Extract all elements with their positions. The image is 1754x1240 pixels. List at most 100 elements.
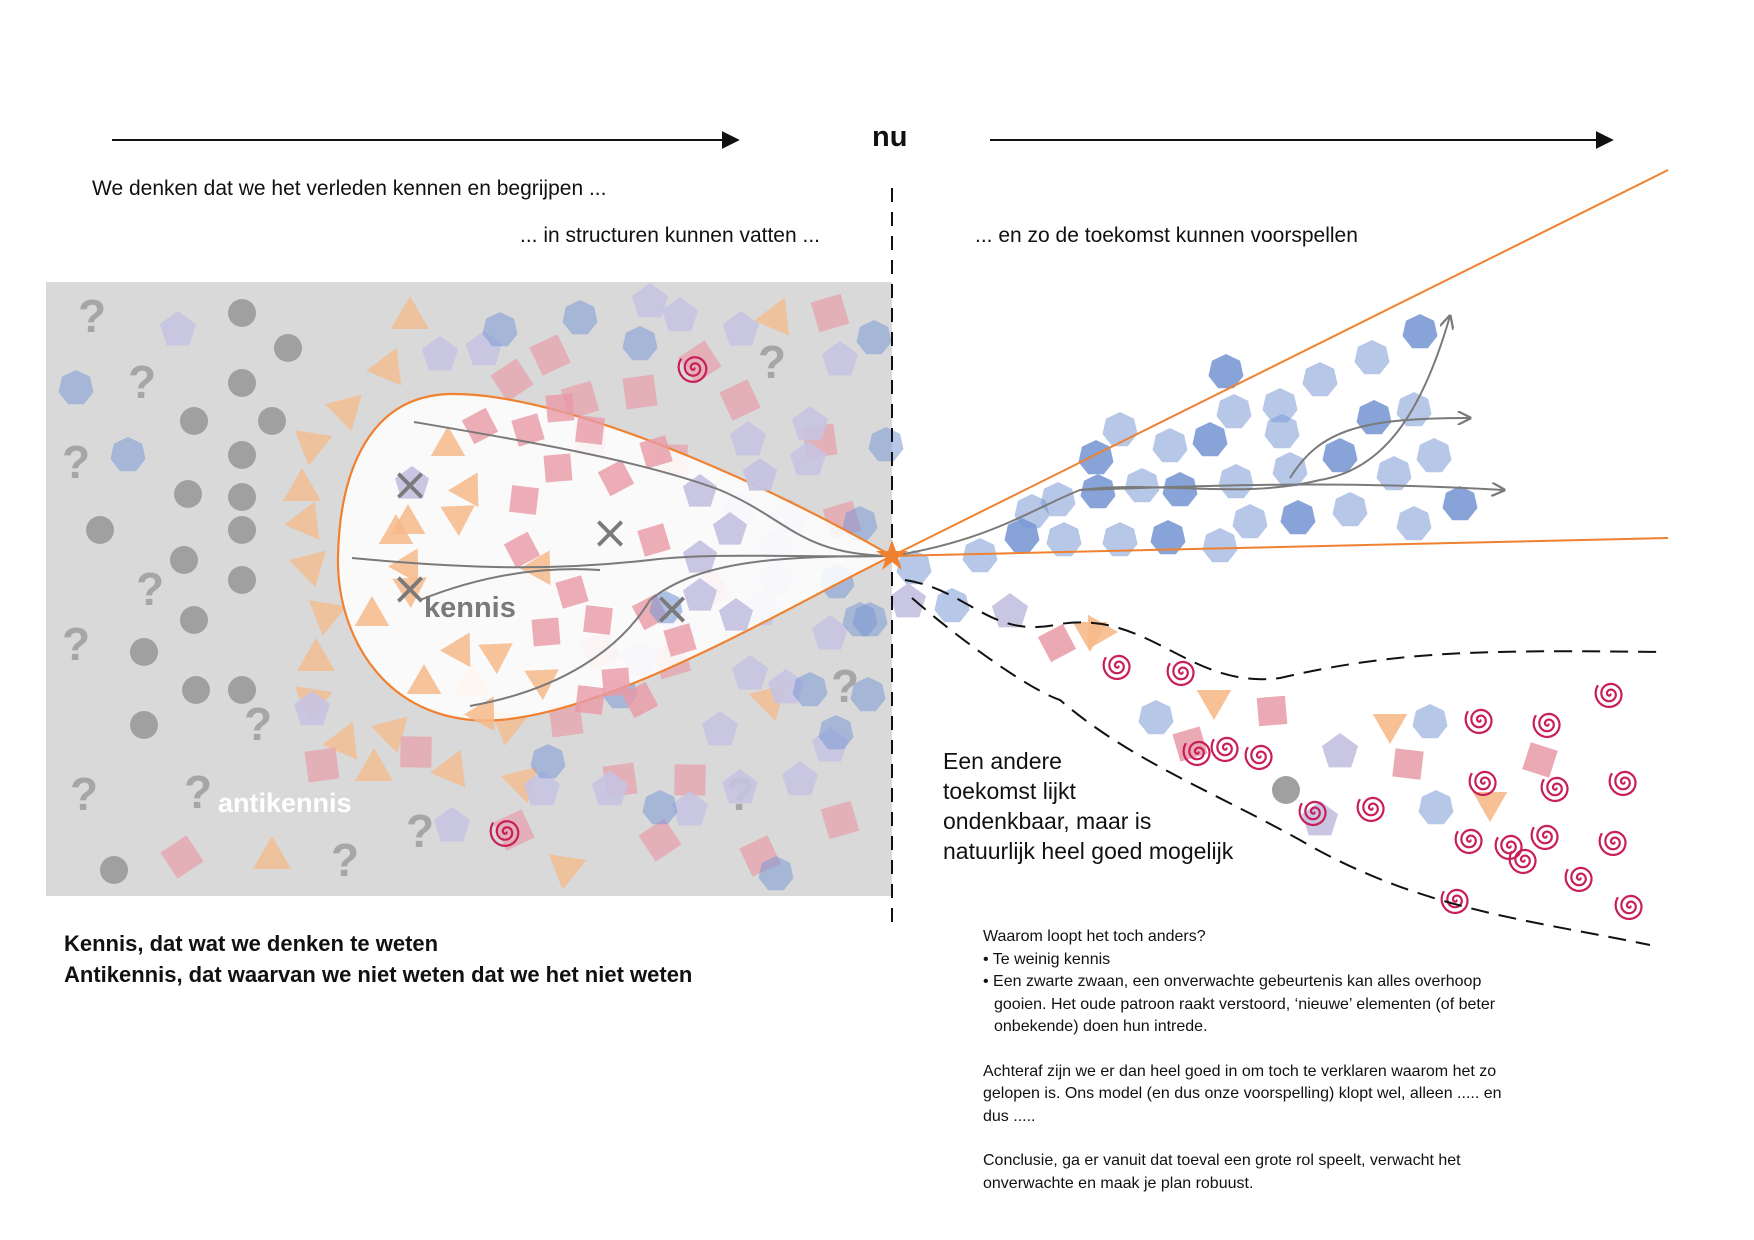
- gray-dot: [130, 638, 158, 666]
- heptagon-shape: [1046, 522, 1082, 557]
- spiral-icon: [1440, 888, 1469, 915]
- cross-icon: ×: [653, 581, 692, 635]
- heptagon-shape: [649, 591, 683, 624]
- question-mark-icon: ?: [128, 356, 156, 408]
- heptagon-shape: [1218, 464, 1254, 499]
- gray-dot: [228, 566, 256, 594]
- square-shape: [621, 681, 659, 719]
- gray-dot: [130, 711, 158, 739]
- pentagon-shape: [671, 791, 709, 826]
- notes-question: Waarom loopt het toch anders?: [983, 928, 1206, 945]
- square-shape: [1392, 748, 1424, 780]
- pentagon-shape: [718, 598, 754, 631]
- square-shape: [555, 575, 589, 609]
- triangle-shape: [354, 748, 394, 781]
- spiral-icon: [1614, 894, 1643, 921]
- notes-block: Waarom loopt het toch anders? • Te weini…: [983, 926, 1573, 1195]
- pentagon-shape: [159, 311, 197, 346]
- pentagon-shape: [682, 578, 718, 611]
- square-shape: [548, 702, 584, 738]
- triangle-shape: [1088, 614, 1118, 650]
- square-shape: [545, 393, 575, 423]
- square-shape: [601, 667, 631, 697]
- spiral-icon: [1530, 824, 1559, 851]
- heptagon-shape: [758, 856, 794, 891]
- cross-icon: ×: [391, 457, 430, 511]
- question-mark-icon: ?: [758, 336, 786, 388]
- pentagon-shape: [811, 615, 849, 650]
- heptagon-shape: [1264, 414, 1300, 449]
- heptagon-shape: [1354, 340, 1390, 375]
- heptagon-shape: [792, 672, 828, 707]
- triangle-shape: [464, 696, 495, 732]
- triangle-shape: [390, 504, 426, 534]
- heptagon-shape: [110, 437, 146, 472]
- cross-icon: ×: [391, 561, 430, 615]
- heptagon-shape: [1232, 504, 1268, 539]
- spiral-icon: [1494, 834, 1523, 861]
- triangle-shape: [406, 664, 442, 694]
- heptagon-shape: [1262, 388, 1298, 423]
- spiral-icon: [1298, 800, 1327, 827]
- spiral-icon: [1540, 776, 1569, 803]
- pentagon-shape: [721, 769, 759, 804]
- alt-line: ondenkbaar, maar is: [943, 808, 1152, 834]
- pentagon-shape: [421, 336, 459, 371]
- question-mark-icon: ?: [244, 698, 272, 750]
- question-mark-icon: ?: [62, 618, 90, 670]
- square-shape: [543, 453, 573, 483]
- heptagon-shape: [1396, 506, 1432, 541]
- spiral-icon: [1508, 848, 1537, 875]
- heptagon-shape: [1418, 790, 1454, 825]
- heptagon-shape: [1102, 522, 1138, 557]
- question-mark-icon: ?: [78, 290, 106, 342]
- spiral-icon: [1464, 708, 1493, 735]
- square-shape: [719, 379, 761, 421]
- notes-bullet: • Een zwarte zwaan, een onverwachte gebe…: [983, 973, 1482, 990]
- pentagon-shape: [293, 691, 331, 726]
- heptagon-shape: [934, 588, 970, 623]
- heptagon-shape: [1152, 428, 1188, 463]
- notes-text: gooien. Het oude patroon raakt verstoord…: [994, 995, 1496, 1013]
- square-shape: [663, 623, 697, 657]
- heptagon-shape: [1216, 394, 1252, 429]
- spiral-icon: [489, 820, 520, 848]
- triangle-shape: [548, 854, 587, 890]
- gray-dot: [228, 676, 256, 704]
- spiral-icon: [1244, 744, 1273, 771]
- now-label: nu: [872, 121, 908, 153]
- square-shape: [160, 835, 204, 879]
- spiral-icon: [1598, 830, 1627, 857]
- legend-antikennis: Antikennis, dat waarvan we niet weten da…: [64, 962, 693, 987]
- path-line: [1079, 485, 1504, 490]
- antikennis-label: antikennis: [218, 788, 352, 818]
- forecast-cone-upper: [891, 169, 1669, 557]
- triangle-shape: [308, 600, 347, 636]
- forecast-cone-lower: [891, 537, 1669, 557]
- pentagon-shape: [433, 807, 471, 842]
- gray-dot: [1272, 776, 1300, 804]
- gray-dot: [274, 334, 302, 362]
- gray-dot: [228, 299, 256, 327]
- heptagon-shape: [962, 538, 998, 573]
- forecast-paths: [891, 316, 1504, 557]
- gray-dot: [228, 369, 256, 397]
- pentagon-shape: [991, 593, 1029, 628]
- heptagon-shape: [1208, 354, 1244, 389]
- pentagon-shape: [791, 406, 829, 441]
- path-line: [413, 421, 893, 557]
- legend-kennis: Kennis, dat wat we denken te weten: [64, 931, 439, 956]
- heptagon-shape: [850, 677, 886, 712]
- heptagon-shape: [868, 427, 904, 462]
- notes-text: Conclusie, ga er vanuit dat toeval een g…: [983, 1152, 1461, 1169]
- path-line: [1289, 418, 1470, 479]
- heptagon-shape: [1162, 472, 1198, 507]
- pentagon-shape: [1321, 733, 1359, 768]
- heading-future: ... en zo de toekomst kunnen voorspellen: [975, 224, 1358, 247]
- pentagon-shape: [731, 655, 769, 690]
- heptagon-shape: [1124, 468, 1160, 503]
- square-shape: [622, 374, 658, 410]
- square-shape: [509, 485, 539, 515]
- gray-dot: [86, 516, 114, 544]
- knowledge-elements: × × × ×: [354, 393, 778, 732]
